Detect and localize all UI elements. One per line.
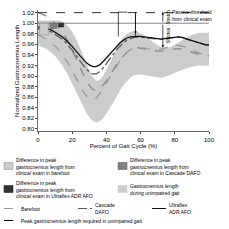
svg-text:0.94: 0.94 [22,52,34,58]
svg-text:CascadeDAFO: CascadeDAFO [95,202,115,215]
svg-text:UltraflexADR AFO: UltraflexADR AFO [169,202,191,215]
svg-text:Gastrocnemius lengthduring uni: Gastrocnemius lengthduring unimpaired ga… [130,183,180,196]
svg-text:0.90: 0.90 [22,73,34,79]
svg-text:0.82: 0.82 [22,115,34,121]
svg-text:Difference in peakgastrocnemiu: Difference in peakgastrocnemius length f… [16,157,75,176]
svg-text:0.80: 0.80 [22,126,34,132]
svg-text:20: 20 [69,137,76,143]
svg-text:0.88: 0.88 [22,84,34,90]
svg-text:0: 0 [36,137,40,143]
svg-text:Shorten: Shorten [166,27,171,43]
svg-text:Difference in peakgastrocnemiu: Difference in peakgastrocnemius length f… [16,180,93,199]
svg-text:100: 100 [204,137,215,143]
svg-text:40: 40 [103,137,110,143]
svg-text:80: 80 [171,137,178,143]
svg-text:Stretch: Stretch [166,10,171,25]
svg-text:Passive thresholdfrom clinical: Passive thresholdfrom clinical exam [172,9,212,22]
svg-text:0.92: 0.92 [22,63,34,69]
svg-text:1.02: 1.02 [22,10,34,16]
svg-text:Peak gastrocnemius length requ: Peak gastrocnemius length required in un… [21,218,143,224]
svg-text:0.84: 0.84 [22,105,34,111]
svg-text:0.96: 0.96 [22,41,34,47]
svg-text:0.98: 0.98 [22,31,34,37]
svg-text:Difference in peakgastrocnemiu: Difference in peakgastrocnemius length f… [130,157,200,176]
svg-text:Percent of Gait Cycle (%): Percent of Gait Cycle (%) [90,143,158,149]
svg-text:0.86: 0.86 [22,94,34,100]
svg-text:1.00: 1.00 [22,20,34,26]
svg-text:60: 60 [137,137,144,143]
svg-text:Normalized Gastrocnemius Lengt: Normalized Gastrocnemius Length [14,25,20,117]
svg-text:Barefoot: Barefoot [21,206,41,212]
